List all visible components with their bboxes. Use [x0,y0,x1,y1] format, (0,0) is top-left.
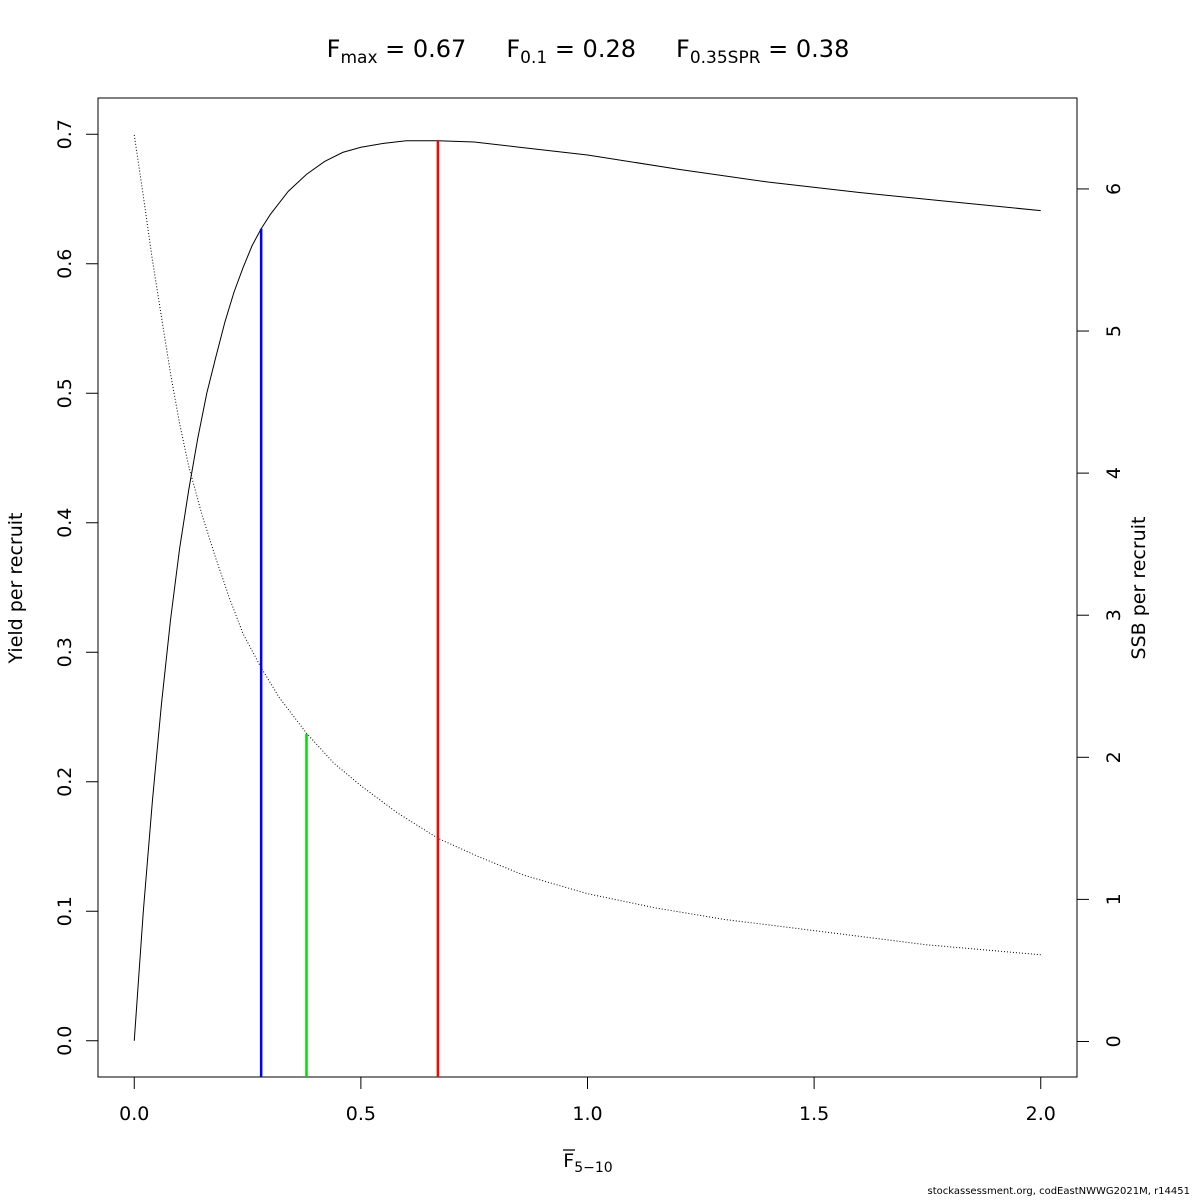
yield-per-recruit-line [133,140,1041,1041]
x-tick-label: 0.0 [119,1103,149,1125]
y-left-tick-label: 0.7 [54,119,76,149]
x-axis-label: F5−10 [563,1150,612,1176]
title-fspr-value: = 0.38 [761,35,850,63]
x-axis: 0.0 0.5 1.0 1.5 2.0 [119,1076,1056,1125]
x-tick-label: 0.5 [346,1103,376,1125]
y-left-tick-label: 0.3 [54,637,76,667]
x-tick-label: 1.5 [799,1103,829,1125]
title-fspr-base: F [676,35,690,63]
y-right-tick-label: 6 [1103,183,1125,195]
title-fmax-value: = 0.67 [378,35,467,63]
chart-title: Fmax = 0.67 F0.1 = 0.28 F0.35SPR = 0.38 [327,35,850,68]
y-right-tick-label: 1 [1103,893,1125,905]
title-fspr-sub: 0.35SPR [690,48,761,68]
series-layer [133,134,1041,1041]
y-right-tick-label: 5 [1103,325,1125,337]
footer-credit: stockassessment.org, codEastNWWG2021M, r… [927,1186,1190,1197]
y-axis-left-label: Yield per recruit [5,513,27,665]
y-left-tick-label: 0.0 [54,1026,76,1056]
plot-frame [97,97,1078,1078]
y-left-tick-label: 0.6 [54,249,76,279]
y-axis-right: 0 1 2 3 4 5 6 [1076,183,1125,1048]
y-right-tick-label: 2 [1103,751,1125,763]
y-right-tick-label: 4 [1103,467,1125,479]
title-fmax-sub: max [340,48,377,68]
reference-lines [259,140,440,1077]
y-right-tick-label: 0 [1103,1035,1125,1047]
y-left-tick-label: 0.2 [54,767,76,797]
x-tick-label: 1.0 [572,1103,602,1125]
y-axis-left: 0.0 0.1 0.2 0.3 0.4 0.5 0.6 0.7 [54,119,99,1056]
ssb-per-recruit-line [133,134,1041,956]
title-f01-base: F [506,35,520,63]
title-fmax-base: F [327,35,341,63]
y-right-tick-label: 3 [1103,609,1125,621]
x-axis-label-sub: 5−10 [574,1160,612,1176]
title-f01-value: = 0.28 [547,35,636,63]
y-left-tick-label: 0.4 [54,508,76,538]
y-left-tick-label: 0.5 [54,378,76,408]
y-left-tick-label: 0.1 [54,896,76,926]
x-axis-label-base: F [563,1150,574,1172]
y-axis-right-label: SSB per recruit [1128,517,1150,660]
x-tick-label: 2.0 [1026,1103,1056,1125]
title-f01-sub: 0.1 [520,48,547,68]
